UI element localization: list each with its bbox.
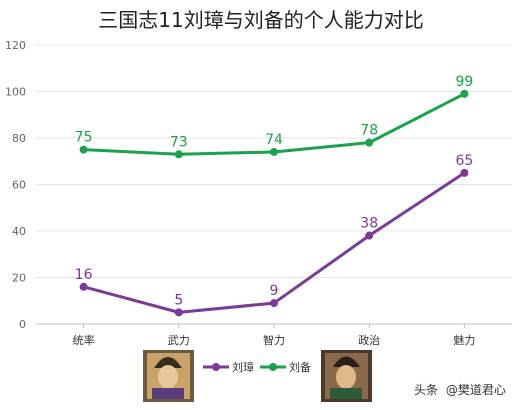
x-tick-label: 武力	[168, 334, 190, 347]
data-point	[460, 168, 469, 177]
portrait-liu-bei-icon	[321, 350, 372, 402]
data-point	[174, 150, 183, 159]
series-0: 16 5 9 38 65	[75, 153, 473, 317]
data-point	[270, 147, 278, 156]
legend: 刘璋 刘备	[143, 350, 372, 402]
data-label: 38	[360, 216, 378, 232]
data-point	[79, 282, 88, 291]
y-tick-label: 60	[12, 179, 26, 192]
data-label: 65	[455, 153, 473, 169]
data-point	[174, 308, 183, 317]
data-label: 99	[455, 74, 473, 90]
data-label: 16	[75, 267, 93, 283]
x-axis-ticks: 统率 武力 智力 政治 魅力	[73, 324, 475, 347]
legend-label: 刘备	[289, 360, 311, 374]
data-label: 78	[360, 123, 378, 139]
data-point	[79, 145, 88, 154]
legend-marker	[269, 363, 277, 371]
data-label: 73	[170, 134, 188, 150]
y-tick-label: 120	[5, 39, 26, 52]
data-point	[365, 138, 374, 147]
series-1: 75 73 74 78 99	[75, 74, 473, 159]
data-label: 75	[75, 130, 93, 146]
x-tick-label: 政治	[358, 333, 380, 347]
y-tick-label: 20	[12, 272, 26, 285]
x-tick-label: 智力	[263, 333, 285, 347]
x-tick-label: 统率	[73, 333, 95, 347]
y-axis-ticks: 0 20 40 60 80 100 120	[5, 39, 26, 331]
legend-label: 刘璋	[232, 360, 254, 374]
watermark-prefix: 头条	[414, 383, 438, 397]
y-tick-label: 40	[12, 225, 26, 238]
y-tick-label: 100	[5, 86, 26, 99]
data-label: 74	[265, 132, 283, 148]
y-tick-label: 80	[12, 132, 26, 145]
data-point	[365, 231, 374, 240]
series: 16 5 9 38 65 75 73 74 78 99	[75, 74, 473, 317]
watermark-handle: @樊道君心	[446, 383, 506, 397]
legend-marker	[212, 363, 220, 371]
legend-item: 刘璋	[203, 360, 254, 374]
x-tick-label: 魅力	[453, 333, 475, 347]
data-point	[270, 299, 278, 308]
portrait-liu-zhang-icon	[143, 350, 194, 402]
data-point	[460, 89, 469, 98]
data-label: 9	[270, 283, 279, 299]
data-label: 5	[174, 292, 183, 308]
grid	[36, 44, 512, 325]
legend-item: 刘备	[260, 360, 311, 374]
y-tick-label: 0	[19, 318, 26, 331]
watermark: 头条 @樊道君心	[414, 383, 506, 397]
chart-title: 三国志11刘璋与刘备的个人能力对比	[98, 8, 423, 32]
